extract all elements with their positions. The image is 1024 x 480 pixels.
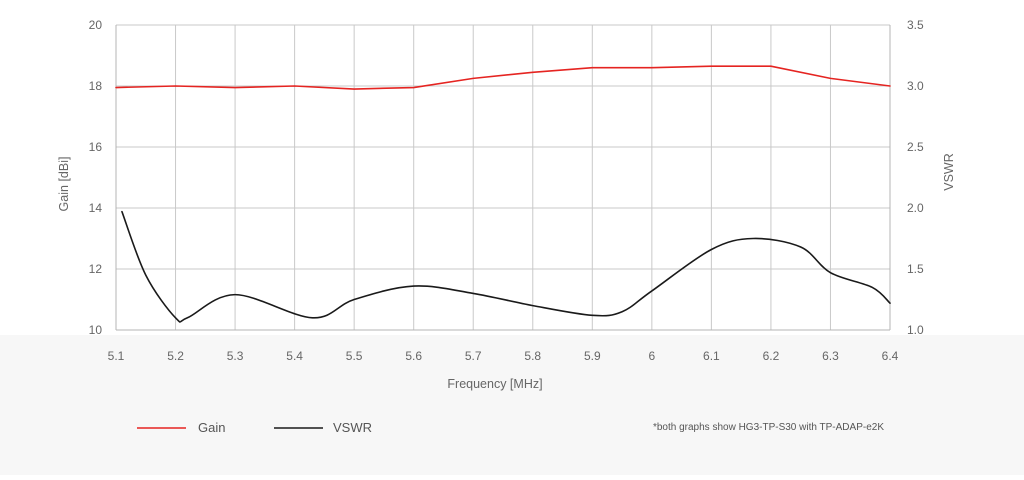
y-right-tick-label: 2.0: [907, 201, 924, 215]
y-left-tick-label: 12: [89, 262, 103, 276]
x-tick-label: 6.2: [763, 349, 780, 363]
grid: [115, 24, 891, 331]
x-tick-label: 6.1: [703, 349, 720, 363]
x-tick-label: 5.5: [346, 349, 363, 363]
x-tick-label: 6: [649, 349, 656, 363]
x-tick-label: 6.4: [882, 349, 899, 363]
y-right-tick-label: 3.0: [907, 79, 924, 93]
y-left-tick-label: 20: [89, 18, 103, 32]
x-tick-label: 5.4: [286, 349, 303, 363]
y-right-tick-label: 2.5: [907, 140, 924, 154]
legend-gain-label: Gain: [198, 420, 225, 435]
x-axis-title: Frequency [MHz]: [447, 377, 542, 391]
y-left-tick-label: 10: [89, 323, 103, 337]
y-left-tick-label: 18: [89, 79, 103, 93]
footnote: *both graphs show HG3-TP-S30 with TP-ADA…: [653, 422, 884, 433]
x-tick-label: 5.7: [465, 349, 482, 363]
series-group: [115, 65, 891, 323]
y-left-tick-label: 14: [89, 201, 103, 215]
y-right-tick-label: 1.5: [907, 262, 924, 276]
y-axis-right-title: VSWR: [942, 153, 956, 191]
x-tick-label: 5.2: [167, 349, 184, 363]
x-tick-label: 6.3: [822, 349, 839, 363]
legend: Gain VSWR: [137, 420, 372, 435]
x-tick-label: 5.1: [108, 349, 125, 363]
vswr-series-line: [121, 210, 891, 323]
lower-band-bg: [0, 335, 1024, 475]
x-tick-label: 5.8: [524, 349, 541, 363]
x-tick-label: 5.3: [227, 349, 244, 363]
y-right-tick-label: 3.5: [907, 18, 924, 32]
gain-series-line: [115, 65, 891, 90]
legend-vswr-label: VSWR: [333, 420, 372, 435]
y-left-tick-label: 16: [89, 140, 103, 154]
y-axis-left-title: Gain [dBi]: [57, 157, 71, 212]
tick-labels: 5.1 5.2 5.3 5.4 5.5 5.6 5.7 5.8 5.9 6 6.1 6.2 6.3 6.4…: [89, 18, 924, 363]
x-tick-label: 5.9: [584, 349, 601, 363]
x-tick-label: 5.6: [405, 349, 422, 363]
y-right-tick-label: 1.0: [907, 323, 924, 337]
